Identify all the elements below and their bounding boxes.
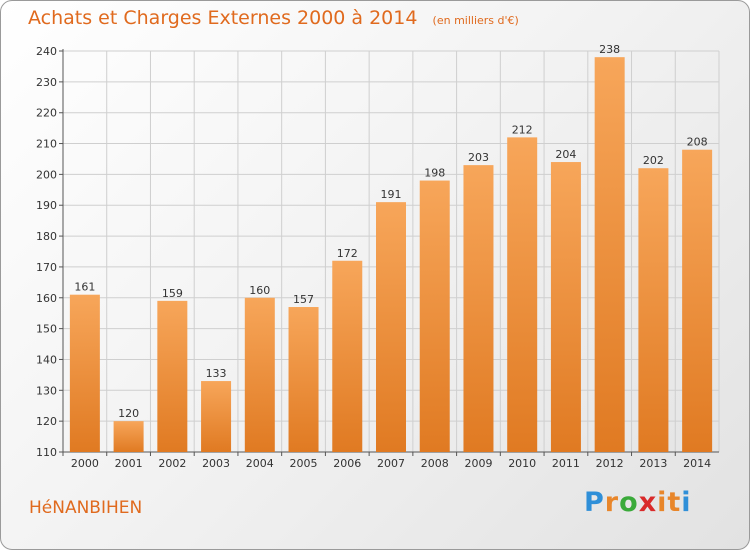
bar-2011 bbox=[550, 162, 581, 453]
value-label-2010: 212 bbox=[512, 123, 533, 136]
value-label-2009: 203 bbox=[468, 151, 489, 164]
value-label-2008: 198 bbox=[424, 167, 445, 180]
title-main: Achats et Charges Externes 2000 à 2014 bbox=[28, 7, 418, 29]
bar-2008 bbox=[419, 180, 450, 453]
x-tick-label: 2000 bbox=[71, 457, 99, 470]
value-label-2012: 238 bbox=[599, 43, 620, 56]
y-tick-label: 110 bbox=[36, 446, 57, 459]
x-tick-label: 2003 bbox=[202, 457, 230, 470]
y-tick-label: 150 bbox=[36, 323, 57, 336]
x-tick-label: 2012 bbox=[596, 457, 624, 470]
x-tick-label: 2008 bbox=[421, 457, 449, 470]
data-labels: 161 120 159 133 160 157 172 191 198 203 212 204 238 2… bbox=[74, 43, 707, 420]
bar-2013 bbox=[638, 168, 669, 452]
x-tick-label: 2014 bbox=[683, 457, 711, 470]
x-tick-label: 2013 bbox=[639, 457, 667, 470]
value-label-2006: 172 bbox=[337, 247, 358, 260]
value-label-2004: 160 bbox=[249, 284, 270, 297]
value-label-2011: 204 bbox=[555, 148, 576, 161]
x-tick-label: 2006 bbox=[333, 457, 361, 470]
title-unit-note: (en milliers d'€) bbox=[432, 14, 519, 27]
proxiti-logo: Proxiti bbox=[584, 487, 692, 518]
y-tick-label: 190 bbox=[36, 199, 57, 212]
chart-title: Achats et Charges Externes 2000 à 2014 (… bbox=[28, 7, 519, 29]
value-label-2003: 133 bbox=[206, 367, 227, 380]
logo-letter: x bbox=[638, 487, 658, 518]
logo-letter: o bbox=[619, 487, 639, 518]
bar-2010 bbox=[507, 137, 538, 452]
value-label-2013: 202 bbox=[643, 154, 664, 167]
bar-2012 bbox=[594, 57, 625, 453]
bar-2001 bbox=[113, 421, 144, 452]
logo-letter: i bbox=[657, 487, 668, 518]
value-label-2001: 120 bbox=[118, 407, 139, 420]
y-tick-label: 200 bbox=[36, 168, 57, 181]
x-tick-label: 2011 bbox=[552, 457, 580, 470]
y-tick-label: 180 bbox=[36, 230, 57, 243]
value-label-2007: 191 bbox=[381, 188, 402, 201]
bar-2006 bbox=[332, 260, 363, 452]
bar-2009 bbox=[463, 165, 494, 452]
bars bbox=[69, 57, 713, 453]
x-tick-label: 2009 bbox=[464, 457, 492, 470]
y-tick-label: 140 bbox=[36, 353, 57, 366]
bar-2007 bbox=[376, 202, 406, 452]
value-label-2002: 159 bbox=[162, 287, 183, 300]
x-tick-label: 2007 bbox=[377, 457, 405, 470]
x-tick-label: 2004 bbox=[246, 457, 274, 470]
y-tick-label: 130 bbox=[36, 384, 57, 397]
logo-letter: P bbox=[584, 487, 605, 518]
y-tick-label: 220 bbox=[36, 107, 57, 120]
value-label-2014: 208 bbox=[687, 136, 708, 149]
x-tick-label: 2002 bbox=[158, 457, 186, 470]
y-tick-label: 240 bbox=[36, 45, 57, 58]
x-tick-label: 2001 bbox=[115, 457, 143, 470]
y-tick-label: 160 bbox=[36, 292, 57, 305]
logo-letter: r bbox=[604, 487, 620, 518]
bar-2005 bbox=[288, 307, 319, 452]
bar-2002 bbox=[157, 300, 188, 452]
logo-letter: t bbox=[667, 487, 682, 518]
commune-name: HéNANBIHEN bbox=[29, 498, 143, 518]
y-tick-label: 170 bbox=[36, 261, 57, 274]
x-tick-label: 2005 bbox=[290, 457, 318, 470]
x-tick-label: 2010 bbox=[508, 457, 536, 470]
bar-2003 bbox=[201, 381, 232, 452]
logo-letter: i bbox=[681, 487, 692, 518]
value-label-2005: 157 bbox=[293, 293, 314, 306]
bar-2004 bbox=[244, 297, 275, 452]
y-tick-label: 210 bbox=[36, 138, 57, 151]
value-label-2000: 161 bbox=[74, 281, 95, 294]
bar-2014 bbox=[682, 149, 713, 452]
y-tick-label: 120 bbox=[36, 415, 57, 428]
bar-2000 bbox=[69, 294, 100, 452]
y-tick-label: 230 bbox=[36, 76, 57, 89]
